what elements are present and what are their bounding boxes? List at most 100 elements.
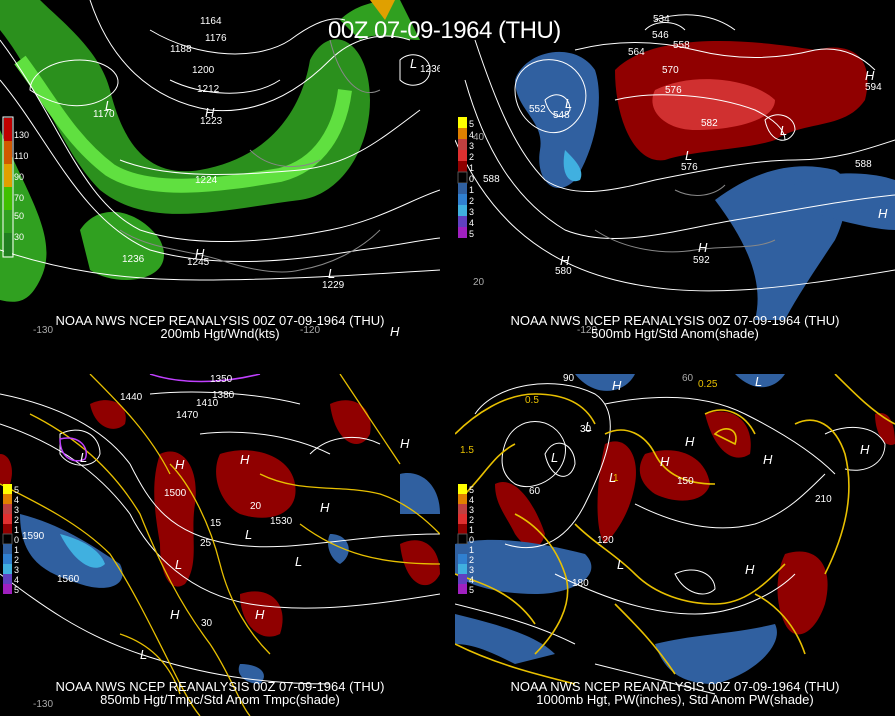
contour-label: 1164: [200, 16, 222, 27]
contour-label: 30: [580, 424, 592, 435]
contour-label: 592: [693, 255, 710, 266]
svg-text:H: H: [878, 206, 888, 221]
contour-label: 1223: [200, 116, 223, 127]
legend-label: 30: [14, 232, 24, 242]
panel-subcaption: 500mb Hgt/Std Anom(shade): [591, 326, 759, 341]
legend-label: 3: [469, 141, 474, 151]
contour-label: 1590: [22, 531, 45, 542]
svg-text:H: H: [612, 378, 622, 393]
svg-text:H: H: [170, 607, 180, 622]
svg-text:H: H: [195, 246, 205, 261]
contour-label: 1350: [210, 374, 233, 385]
legend-label: 3: [14, 505, 19, 515]
legend-label: 2: [14, 515, 19, 525]
contour-label: 1: [613, 473, 619, 484]
contour-label: 576: [681, 162, 698, 173]
lon-label: -130: [33, 699, 53, 710]
svg-text:H: H: [175, 457, 185, 472]
legend-label: 4: [469, 130, 474, 140]
svg-text:H: H: [255, 607, 265, 622]
svg-text:H: H: [763, 452, 773, 467]
legend-label: 4: [14, 575, 19, 585]
contour-label: 180: [572, 578, 589, 589]
svg-text:L: L: [565, 96, 572, 111]
contour-label: 150: [677, 476, 694, 487]
lon-label: -120: [577, 325, 597, 336]
contour-label: 60: [529, 486, 541, 497]
contour-label: 588: [483, 174, 500, 185]
contour-label: 0.5: [525, 395, 539, 406]
legend-label: 2: [469, 152, 474, 162]
legend-label: 5: [14, 585, 19, 595]
svg-text:H: H: [685, 434, 695, 449]
legend-label: 0: [469, 174, 474, 184]
panel-850mb: 1350 1380 1410 1440 1470 1500 1530 1560 …: [0, 374, 440, 716]
svg-text:L: L: [685, 148, 692, 163]
contour-label: 546: [652, 30, 669, 41]
contour-label: 1200: [192, 65, 215, 76]
contour-label: 580: [555, 266, 572, 277]
panel-subcaption: 850mb Hgt/Tmpc/Std Anom Tmpc(shade): [100, 692, 340, 707]
map-500mb: 534 546 558 564 570 576 582 588 552 548 …: [455, 14, 895, 336]
legend-label: 1: [469, 163, 474, 173]
lon-label: -120: [300, 325, 320, 336]
map-1000mb: 90 60 30 120 150 180 210 0.5 1 1.5 0.25 …: [455, 374, 895, 695]
contour-label: 210: [815, 494, 832, 505]
legend-label: 3: [469, 207, 474, 217]
svg-text:L: L: [609, 470, 616, 485]
legend-label: 0: [14, 535, 19, 545]
svg-text:H: H: [390, 324, 400, 339]
anomaly-legend: 5 4 3 2 1 0 1 2 3 4 5: [457, 117, 474, 239]
legend-label: 5: [14, 485, 19, 495]
svg-text:L: L: [328, 266, 335, 281]
contour-label: 1176: [205, 33, 227, 44]
svg-text:L: L: [410, 56, 417, 71]
anomaly-legend: 5 4 3 2 1 0 1 2 3 4 5: [457, 484, 474, 595]
legend-label: 0: [469, 535, 474, 545]
panel-caption: NOAA NWS NCEP REANALYSIS 00Z 07-09-1964 …: [55, 679, 385, 694]
contour-label: 1440: [120, 392, 143, 403]
contour-label: 1212: [197, 84, 220, 95]
lon-label: 60: [682, 374, 694, 384]
legend-label: 1: [469, 185, 474, 195]
contour-label: 558: [673, 40, 690, 51]
legend-label: 5: [469, 229, 474, 239]
map-850mb: 1350 1380 1410 1440 1470 1500 1530 1560 …: [0, 374, 440, 716]
contour-label: 548: [553, 110, 570, 121]
legend-label: 5: [469, 585, 474, 595]
panel-subcaption: 1000mb Hgt, PW(inches), Std Anom PW(shad…: [536, 692, 814, 707]
contour-label: 1229: [322, 280, 345, 291]
contour-label: 90: [563, 374, 575, 384]
map-title: 00Z 07-09-1964 (THU): [328, 17, 561, 44]
svg-text:L: L: [295, 554, 302, 569]
legend-label: 3: [469, 565, 474, 575]
contour-label: 1380: [212, 390, 235, 401]
legend-label: 4: [469, 575, 474, 585]
contour-label: 1188: [170, 44, 192, 55]
contour-label: 1410: [196, 398, 219, 409]
contour-label: 1560: [57, 574, 80, 585]
panel-subcaption: 200mb Hgt/Wnd(kts): [160, 326, 280, 341]
panel-200mb: 1164 1176 1188 1200 1212 1224 1236 1170 …: [0, 0, 440, 342]
svg-text:H: H: [745, 562, 755, 577]
lon-label: -130: [33, 325, 53, 336]
legend-label: 1: [469, 525, 474, 535]
contour-label: 1530: [270, 516, 293, 527]
contour-label: 25: [200, 538, 212, 549]
legend-label: 2: [14, 555, 19, 565]
contour-label: 576: [665, 85, 682, 96]
contour-label: 534: [653, 14, 670, 25]
anomaly-legend: 5 4 3 2 1 0 1 2 3 4 5: [2, 484, 19, 595]
svg-text:L: L: [80, 450, 87, 465]
contour-label: 1470: [176, 410, 199, 421]
contour-label: 20: [250, 501, 262, 512]
legend-label: 90: [14, 172, 24, 182]
map-200mb: 1164 1176 1188 1200 1212 1224 1236 1170 …: [0, 0, 440, 339]
panel-caption: NOAA NWS NCEP REANALYSIS 00Z 07-09-1964 …: [510, 313, 840, 328]
svg-text:L: L: [755, 374, 762, 389]
legend-label: 110: [14, 151, 28, 161]
svg-text:L: L: [780, 123, 787, 138]
legend-label: 4: [469, 218, 474, 228]
contour-label: 1236: [420, 64, 440, 75]
contour-label: 1500: [164, 488, 187, 499]
